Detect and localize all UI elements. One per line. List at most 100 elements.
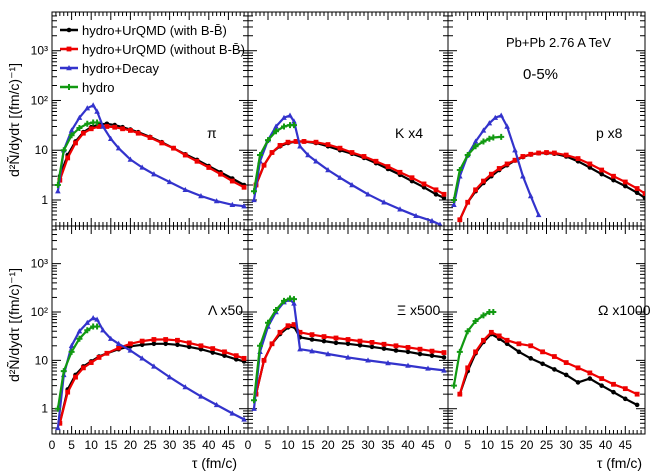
data-point bbox=[182, 186, 189, 193]
y-tick-label: 10² bbox=[31, 305, 48, 319]
data-point bbox=[516, 349, 522, 355]
y-tick-label: 1 bbox=[41, 193, 48, 207]
data-point bbox=[345, 341, 351, 347]
y-tick-label: 10 bbox=[35, 143, 49, 157]
data-point bbox=[277, 329, 283, 335]
data-point bbox=[90, 315, 96, 321]
x-tick-label: 25 bbox=[341, 438, 355, 452]
data-point bbox=[465, 365, 471, 371]
data-point bbox=[551, 354, 557, 359]
data-point bbox=[76, 124, 83, 131]
x-tick-label: 25 bbox=[540, 438, 554, 452]
data-point bbox=[94, 316, 100, 322]
data-point bbox=[441, 195, 447, 201]
data-point bbox=[159, 140, 165, 146]
series-line bbox=[458, 331, 638, 396]
x-tick-label: 25 bbox=[143, 438, 157, 452]
data-point bbox=[151, 171, 157, 177]
data-point bbox=[291, 122, 297, 129]
data-point bbox=[73, 140, 78, 146]
data-point bbox=[464, 152, 471, 159]
data-point bbox=[84, 319, 91, 325]
data-point bbox=[563, 360, 569, 365]
data-point bbox=[472, 318, 479, 325]
x-tick-label: 15 bbox=[104, 438, 118, 452]
series-line bbox=[252, 298, 445, 409]
data-point bbox=[261, 357, 267, 363]
data-point bbox=[488, 329, 494, 335]
series-line bbox=[56, 316, 245, 429]
data-point bbox=[139, 342, 145, 348]
data-point bbox=[481, 178, 486, 184]
data-point bbox=[325, 351, 331, 357]
series-line bbox=[254, 140, 445, 199]
data-point bbox=[309, 337, 315, 342]
y-tick-label: 1 bbox=[41, 402, 48, 416]
data-point bbox=[251, 405, 257, 411]
data-point bbox=[512, 157, 518, 163]
data-point bbox=[504, 123, 510, 129]
data-point bbox=[104, 350, 110, 356]
data-point bbox=[309, 332, 315, 338]
data-point bbox=[94, 119, 101, 126]
data-point bbox=[233, 357, 239, 362]
data-point bbox=[297, 346, 303, 352]
data-point bbox=[456, 348, 463, 355]
panel-omega: 0 5 10 15 20 25 30 35 40 45 Ω x1000 bbox=[445, 225, 651, 452]
data-point bbox=[480, 138, 487, 145]
data-point bbox=[611, 177, 616, 183]
data-point bbox=[233, 353, 239, 359]
data-point bbox=[611, 173, 616, 179]
data-point bbox=[175, 342, 180, 348]
data-point bbox=[634, 391, 640, 397]
data-point bbox=[642, 195, 645, 201]
data-point bbox=[520, 173, 526, 179]
panel-label: Ω x1000 bbox=[598, 302, 651, 318]
data-point bbox=[55, 188, 61, 194]
x-tick-label: 10 bbox=[85, 438, 99, 452]
data-point bbox=[361, 154, 367, 159]
data-point bbox=[309, 348, 315, 354]
data-point bbox=[535, 211, 542, 218]
series-line bbox=[56, 121, 98, 186]
data-point bbox=[473, 349, 478, 355]
x-tick-label: 0 bbox=[245, 438, 252, 452]
data-point bbox=[229, 410, 236, 416]
data-point bbox=[634, 402, 640, 408]
data-point bbox=[397, 206, 403, 212]
data-point bbox=[385, 164, 391, 169]
panel-label: Ξ x500 bbox=[397, 302, 441, 318]
panel-xi: 0 5 10 15 20 25 30 35 40 45Ξ x500 bbox=[245, 225, 449, 452]
series-line bbox=[458, 151, 645, 221]
data-point bbox=[297, 329, 303, 335]
data-point bbox=[100, 327, 106, 333]
data-point bbox=[55, 424, 61, 431]
data-point bbox=[492, 114, 499, 120]
data-point bbox=[623, 396, 628, 402]
data-point bbox=[128, 341, 133, 347]
data-point bbox=[512, 147, 518, 153]
data-point bbox=[563, 372, 569, 378]
data-point bbox=[60, 368, 67, 375]
panel-kaon: K x4 bbox=[247, 11, 449, 227]
data-point bbox=[171, 145, 176, 151]
x-tick-label: 15 bbox=[301, 438, 315, 452]
x-tick-label: 5 bbox=[68, 438, 75, 452]
x-tick-label: 15 bbox=[500, 438, 514, 452]
data-point bbox=[623, 183, 628, 189]
data-point bbox=[520, 154, 526, 159]
legend: hydro+UrQMD (with B-B̄) hydro+UrQMD (with… bbox=[60, 23, 245, 95]
data-point bbox=[456, 167, 463, 174]
series-line bbox=[252, 123, 294, 192]
x-tick-label: 45 bbox=[222, 438, 236, 452]
x-axis-label-left: τ (fm/c) bbox=[192, 455, 237, 471]
data-point bbox=[433, 187, 439, 193]
data-point bbox=[599, 167, 605, 173]
data-point bbox=[486, 135, 493, 142]
centrality-label: 0-5% bbox=[523, 66, 558, 83]
series-line bbox=[458, 332, 638, 406]
data-point bbox=[441, 191, 447, 197]
data-point bbox=[345, 337, 351, 342]
data-point bbox=[116, 345, 122, 351]
